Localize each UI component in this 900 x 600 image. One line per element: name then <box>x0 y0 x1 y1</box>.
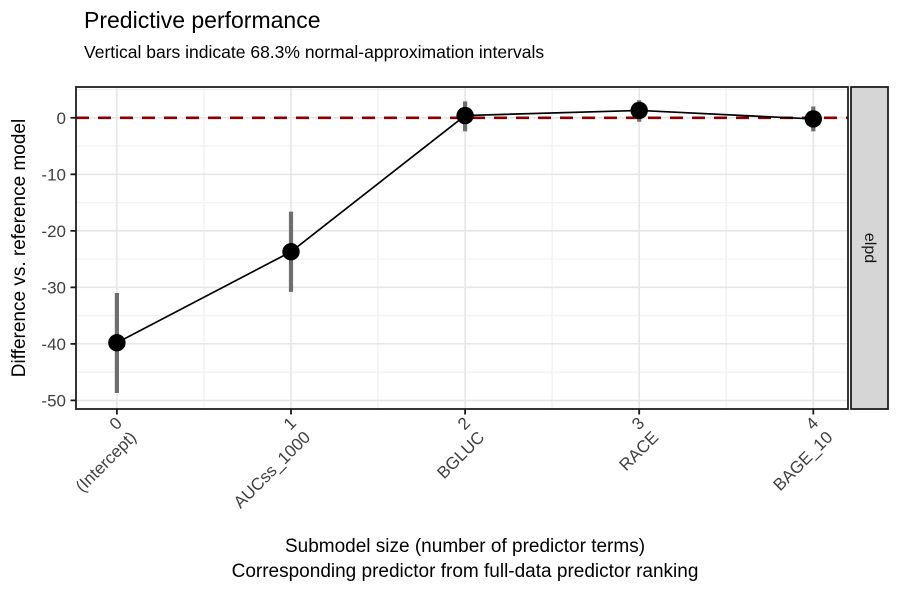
x-tick-label: 2BGLUC <box>419 414 488 483</box>
chart-subtitle: Vertical bars indicate 68.3% normal-appr… <box>84 42 545 62</box>
x-tick-label: 1AUCss_1000 <box>216 414 314 512</box>
y-tick-label: 0 <box>57 109 66 128</box>
x-axis-title-line1: Submodel size (number of predictor terms… <box>284 536 646 557</box>
x-tick-label: 3RACE <box>601 414 662 475</box>
facet-strip-label: elpd <box>861 233 878 263</box>
data-point <box>282 243 300 261</box>
y-tick-label: -10 <box>41 165 66 184</box>
data-point <box>804 110 822 128</box>
facet-strip <box>850 86 889 410</box>
data-point <box>630 101 648 120</box>
y-axis-title: Difference vs. reference model <box>9 118 30 378</box>
data-point <box>108 334 126 352</box>
y-tick-label: -20 <box>41 222 66 241</box>
data-point <box>456 106 474 125</box>
x-axis-title-line2: Corresponding predictor from full-data p… <box>231 561 699 582</box>
x-tick-label: 0(Intercept) <box>58 414 140 496</box>
y-tick-label: -50 <box>41 391 66 410</box>
chart-title: Predictive performance <box>84 7 321 33</box>
y-tick-label: -30 <box>41 278 66 297</box>
x-tick-label: 4BAGE_10 <box>755 414 836 495</box>
panel-background <box>76 87 848 409</box>
panel-border <box>75 86 849 410</box>
y-tick-label: -40 <box>41 335 66 354</box>
